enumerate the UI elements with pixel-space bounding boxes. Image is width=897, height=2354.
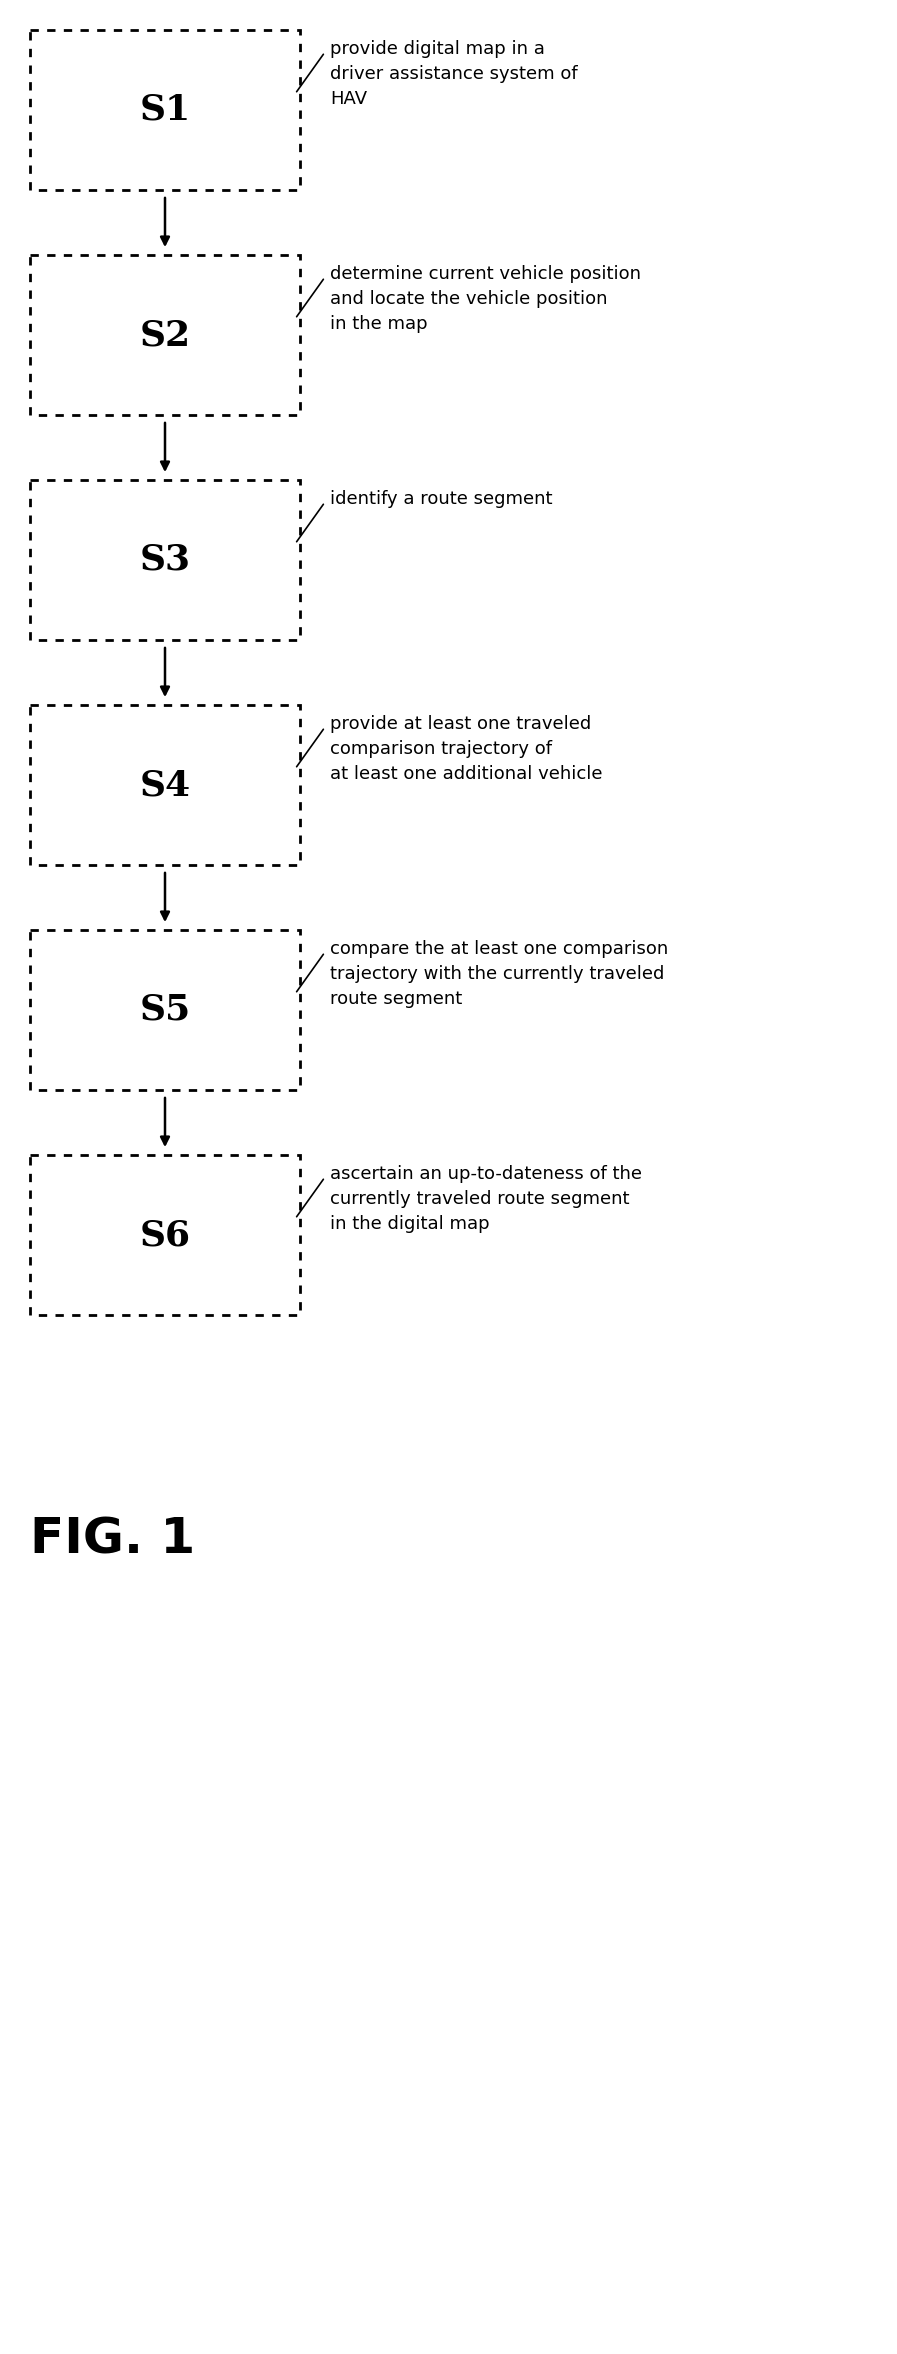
Bar — [30, 704, 300, 864]
Text: provide digital map in a
driver assistance system of
HAV: provide digital map in a driver assistan… — [330, 40, 578, 108]
Text: compare the at least one comparison
trajectory with the currently traveled
route: compare the at least one comparison traj… — [330, 939, 668, 1008]
Bar — [30, 930, 300, 1090]
Bar — [30, 1156, 300, 1316]
Bar — [30, 480, 300, 640]
Bar — [30, 254, 300, 414]
Text: FIG. 1: FIG. 1 — [30, 1516, 196, 1563]
Text: identify a route segment: identify a route segment — [330, 490, 553, 508]
Text: S3: S3 — [139, 544, 190, 577]
Text: provide at least one traveled
comparison trajectory of
at least one additional v: provide at least one traveled comparison… — [330, 716, 603, 784]
Text: S6: S6 — [139, 1217, 190, 1252]
Text: S1: S1 — [139, 94, 191, 127]
Text: S2: S2 — [139, 318, 190, 353]
Text: determine current vehicle position
and locate the vehicle position
in the map: determine current vehicle position and l… — [330, 266, 641, 332]
Text: S4: S4 — [139, 767, 190, 803]
Bar — [30, 31, 300, 191]
Text: S5: S5 — [139, 993, 191, 1026]
Text: ascertain an up-to-dateness of the
currently traveled route segment
in the digit: ascertain an up-to-dateness of the curre… — [330, 1165, 642, 1233]
